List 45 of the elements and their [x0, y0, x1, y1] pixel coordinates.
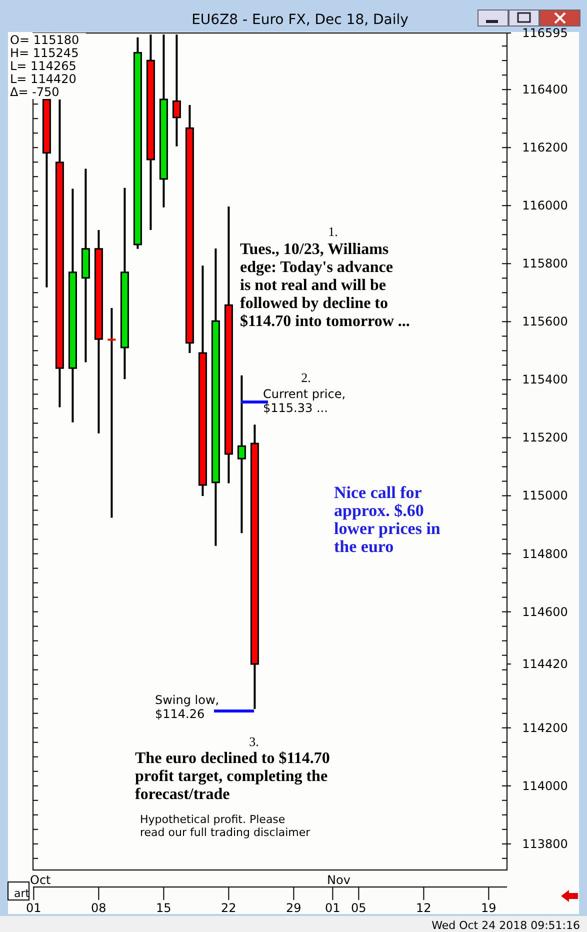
y-tick-label: 116000 [522, 198, 568, 213]
annotation: Swing low, $114.26 [155, 693, 220, 721]
annotation: Tues., 10/23, Williams edge: Today's advance is not real and will be followed by decline to $114.70 into tomorrow ... [240, 241, 410, 330]
y-tick-label: 114800 [522, 546, 568, 561]
y-tick-label: 114200 [522, 720, 568, 735]
x-tick-label: 12 [416, 901, 432, 915]
y-tick-label: 116400 [522, 82, 568, 97]
y-tick-label: 114600 [522, 604, 568, 619]
x-tick-label: 15 [156, 901, 172, 915]
x-tick-label: 01 [325, 901, 340, 915]
y-tick-label: 115400 [522, 372, 568, 387]
annotation: The euro declined to $114.70 profit target, completing the forecast/trade [135, 750, 330, 803]
annotation: Δ= -750 [10, 85, 60, 99]
y-tick-label: 116200 [522, 140, 568, 155]
text: art [14, 887, 30, 900]
annotation: 2. [301, 370, 311, 385]
y-tick-label: 114420 [522, 657, 568, 672]
y-tick-label: 115800 [522, 256, 568, 271]
annotation: Hypothetical profit. Please read our full trading disclaimer [140, 813, 311, 839]
x-tick-label: 29 [286, 901, 302, 915]
text: Wed Oct 24 2018 09:51:16 [432, 919, 580, 932]
text: Nov [327, 873, 350, 887]
x-tick-label: 01 [26, 901, 42, 915]
annotation: 3. [249, 734, 259, 749]
y-tick-label: 115200 [522, 430, 568, 445]
annotation: Current price, $115.33 ... [263, 387, 346, 415]
chart-title: EU6Z8 - Euro FX, Dec 18, Daily [192, 12, 408, 28]
x-tick-label: 22 [221, 901, 236, 915]
annotation: L= 114265 [10, 59, 76, 73]
y-tick-label: 114000 [522, 778, 568, 793]
x-tick-label: 08 [91, 901, 106, 915]
text: Oct [30, 873, 52, 887]
y-tick-label: 116595 [522, 26, 568, 40]
x-tick-label: 05 [351, 901, 366, 915]
annotation: Nice call for approx. $.60 lower prices in the euro [334, 483, 441, 556]
y-tick-label: 115000 [522, 488, 568, 503]
annotation: O= 115180 [10, 33, 80, 47]
candlestick [108, 307, 116, 519]
y-tick-label: 115600 [522, 314, 568, 329]
x-tick-label: 19 [481, 901, 496, 915]
annotation: 1. [328, 224, 338, 239]
annotation: H= 115245 [10, 46, 79, 60]
annotation: L= 114420 [10, 72, 76, 86]
candlestick [237, 374, 246, 534]
y-tick-label: 113800 [522, 836, 568, 851]
